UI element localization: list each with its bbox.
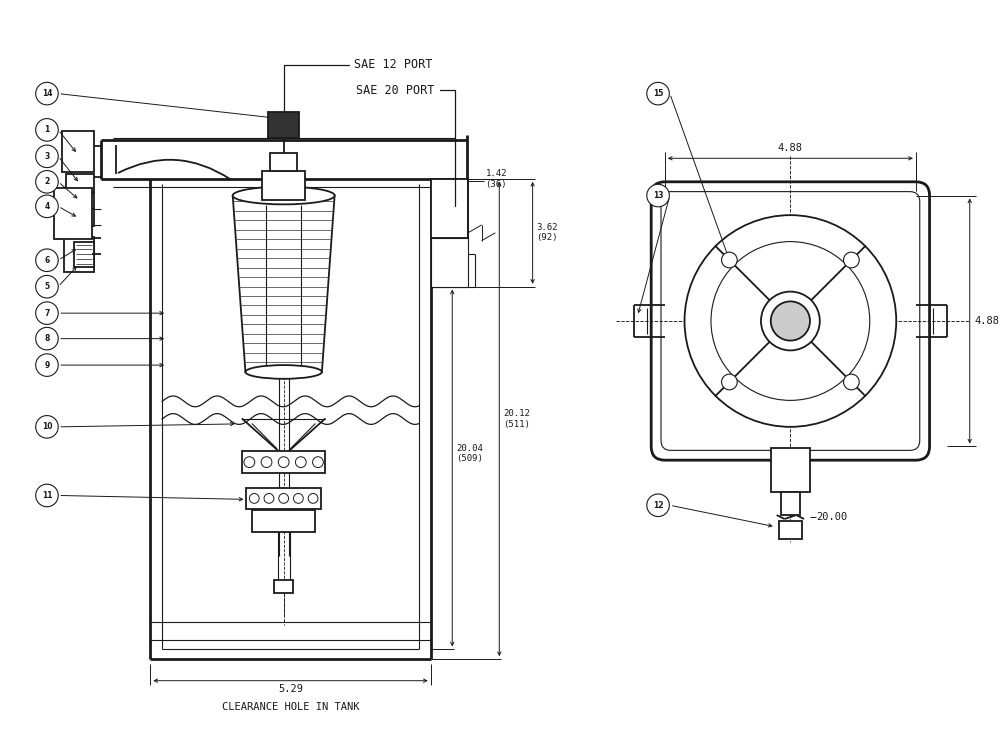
- Circle shape: [36, 249, 58, 272]
- Circle shape: [36, 118, 58, 141]
- Circle shape: [844, 374, 859, 390]
- Bar: [274, 579, 293, 593]
- Text: 20.12
(511): 20.12 (511): [503, 409, 530, 428]
- Bar: [268, 112, 299, 138]
- Circle shape: [36, 327, 58, 350]
- Ellipse shape: [245, 365, 322, 379]
- Circle shape: [36, 416, 58, 438]
- Bar: [252, 510, 315, 532]
- Circle shape: [295, 457, 306, 468]
- Bar: [779, 521, 802, 539]
- Text: 2: 2: [44, 178, 50, 186]
- Bar: [771, 448, 810, 491]
- Text: 8: 8: [44, 334, 50, 343]
- Circle shape: [771, 301, 810, 340]
- Text: 3.62
(92): 3.62 (92): [537, 223, 558, 243]
- Bar: [64, 209, 94, 226]
- Circle shape: [36, 170, 58, 193]
- Text: SAE 20 PORT: SAE 20 PORT: [356, 84, 455, 206]
- Text: SAE 12 PORT: SAE 12 PORT: [284, 58, 433, 115]
- Circle shape: [293, 494, 303, 503]
- FancyBboxPatch shape: [661, 192, 920, 451]
- Text: 5.29: 5.29: [278, 684, 303, 693]
- Text: 13: 13: [653, 191, 663, 200]
- Circle shape: [313, 457, 323, 468]
- Text: 9: 9: [44, 360, 50, 369]
- Text: 1: 1: [44, 125, 50, 135]
- Bar: [431, 238, 468, 286]
- Text: 4.88: 4.88: [778, 144, 803, 153]
- Circle shape: [278, 457, 289, 468]
- Circle shape: [761, 292, 820, 351]
- Circle shape: [244, 457, 255, 468]
- Text: 5: 5: [44, 282, 50, 292]
- Text: 10: 10: [42, 423, 52, 431]
- Bar: [270, 153, 297, 171]
- Bar: [66, 192, 94, 209]
- Bar: [66, 174, 94, 192]
- Circle shape: [261, 457, 272, 468]
- Circle shape: [36, 195, 58, 218]
- Circle shape: [685, 215, 896, 427]
- Circle shape: [711, 241, 870, 400]
- Text: CLEARANCE HOLE IN TANK: CLEARANCE HOLE IN TANK: [222, 702, 359, 713]
- FancyBboxPatch shape: [651, 182, 930, 460]
- Circle shape: [647, 494, 669, 517]
- Circle shape: [36, 275, 58, 298]
- Circle shape: [647, 184, 669, 206]
- Text: 11: 11: [42, 491, 52, 500]
- Text: 4: 4: [44, 202, 50, 211]
- Text: 15: 15: [653, 89, 663, 98]
- Circle shape: [36, 354, 58, 377]
- Text: 7: 7: [44, 309, 50, 317]
- Bar: [242, 451, 325, 473]
- Circle shape: [722, 252, 737, 268]
- Text: 20.04
(509): 20.04 (509): [456, 443, 483, 463]
- Text: 6: 6: [44, 256, 50, 265]
- Circle shape: [36, 302, 58, 324]
- Text: 1.42
(36): 1.42 (36): [486, 169, 507, 189]
- Bar: [431, 179, 468, 238]
- Circle shape: [308, 494, 318, 503]
- Circle shape: [36, 82, 58, 105]
- Circle shape: [36, 145, 58, 167]
- Circle shape: [844, 252, 859, 268]
- Circle shape: [722, 374, 737, 390]
- Bar: [64, 237, 94, 272]
- Text: 20.00: 20.00: [816, 512, 847, 522]
- Bar: [62, 131, 94, 172]
- Bar: [74, 241, 94, 267]
- Bar: [54, 188, 92, 239]
- Bar: [246, 488, 321, 509]
- Bar: [262, 171, 305, 201]
- Text: 14: 14: [42, 89, 52, 98]
- Circle shape: [279, 494, 289, 503]
- Text: 4.88: 4.88: [975, 316, 1000, 326]
- Circle shape: [264, 494, 274, 503]
- Circle shape: [36, 484, 58, 507]
- Text: 12: 12: [653, 501, 663, 510]
- Text: 3: 3: [44, 152, 50, 161]
- Bar: [781, 491, 800, 515]
- Ellipse shape: [233, 186, 335, 204]
- Circle shape: [249, 494, 259, 503]
- Circle shape: [647, 82, 669, 105]
